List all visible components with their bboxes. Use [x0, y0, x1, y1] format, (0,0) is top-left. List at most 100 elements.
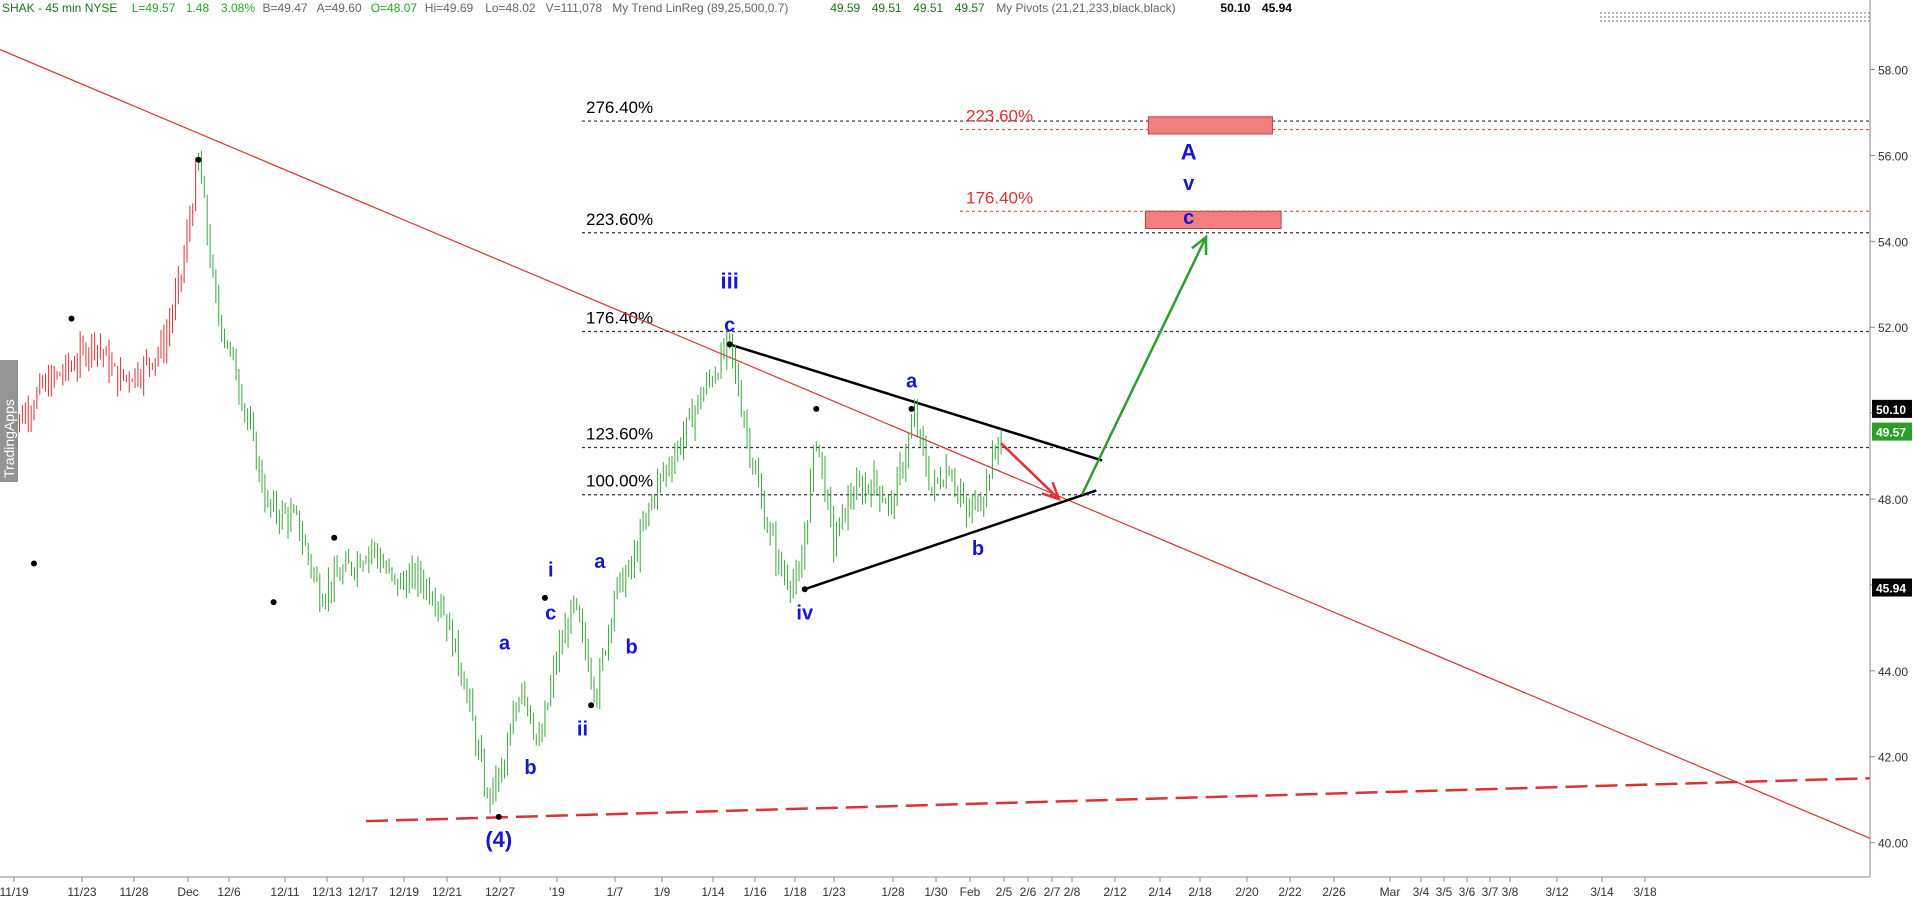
wave-label: a — [906, 370, 918, 392]
x-tick-label: Dec — [177, 885, 198, 899]
fib-red-level-label: 223.60% — [966, 107, 1033, 126]
resistance-trendline — [0, 48, 1871, 839]
trendline-layer — [0, 48, 1871, 839]
x-tick-label: 2/14 — [1148, 885, 1172, 899]
pivot-dot — [801, 586, 808, 593]
y-tick-label: 44.00 — [1878, 665, 1908, 679]
pivot-low-badge: 45.94 — [1876, 582, 1906, 596]
wave-label: c — [545, 602, 556, 624]
wave-label: b — [524, 757, 536, 779]
x-tick-label: 12/27 — [485, 885, 515, 899]
header-item: My Trend LinReg (89,25,500,0.7) — [612, 1, 788, 15]
x-tick-label: 1/18 — [783, 885, 807, 899]
pivot-dot — [270, 599, 277, 606]
red-arrow — [1000, 442, 1060, 500]
wave-label: iv — [796, 602, 814, 624]
pivot-dot — [495, 813, 502, 820]
support-trendline-dashed — [365, 776, 1871, 823]
x-tick-label: 12/17 — [348, 885, 378, 899]
grid-layer — [1600, 12, 1870, 22]
x-tick-label: 3/8 — [1502, 885, 1519, 899]
header-item: Lo=48.02 — [485, 1, 536, 15]
pivot-dot — [726, 341, 733, 348]
x-tick-label: 3/6 — [1459, 885, 1476, 899]
x-tick-label: 12/19 — [389, 885, 419, 899]
header-item: 50.10 — [1220, 1, 1250, 15]
pivot-dot — [30, 560, 37, 567]
y-tick-label: 54.00 — [1878, 235, 1908, 249]
fib-red-level-label: 176.40% — [966, 188, 1033, 207]
x-tick-label: 1/23 — [822, 885, 846, 899]
y-tick-label: 48.00 — [1878, 493, 1908, 507]
fib-level-label: 123.60% — [586, 425, 653, 444]
target-zone-box — [1144, 210, 1282, 229]
wave-label: (4) — [485, 827, 512, 852]
header-item: 49.51 — [913, 1, 943, 15]
pivot-dot — [68, 315, 75, 322]
header-item: 49.59 — [830, 1, 860, 15]
header-item: B=49.47 — [263, 1, 308, 15]
y-tick-label: 58.00 — [1878, 64, 1908, 78]
pivot-dot — [541, 594, 548, 601]
y-tick-label: 52.00 — [1878, 321, 1908, 335]
x-tick-label: 2/5 — [996, 885, 1013, 899]
wave-label: b — [625, 637, 637, 659]
wave-label: c — [724, 315, 735, 337]
red-arrow-head — [1041, 481, 1061, 502]
x-tick-label: 2/6 — [1020, 885, 1037, 899]
header-item: 1.48 — [186, 1, 210, 15]
fib-level-label: 100.00% — [586, 472, 653, 491]
x-tick-label: 1/7 — [607, 885, 624, 899]
wave-label: iii — [721, 269, 739, 294]
pivot-dot — [331, 534, 338, 541]
x-tick-label: 12/11 — [270, 885, 299, 899]
price-bars-layer — [7, 150, 1002, 814]
x-tick-label: '19 — [549, 885, 565, 899]
x-tick-label: 11/23 — [67, 885, 96, 899]
x-tick-label: 3/4 — [1413, 885, 1430, 899]
wave-label: a — [594, 551, 606, 573]
header-layer: SHAK - 45 min NYSE L=49.57 1.48 3.08% B=49.4… — [2, 1, 1292, 15]
wave-label: i — [548, 559, 554, 581]
target-box-layer — [1144, 116, 1282, 229]
wave-label: c — [1183, 207, 1194, 229]
pivot-low-badge-bg — [1872, 578, 1912, 597]
header-item: 49.57 — [955, 1, 985, 15]
header-item: 49.51 — [872, 1, 902, 15]
x-tick-label: 1/14 — [701, 885, 725, 899]
x-tick-label: Feb — [960, 885, 981, 899]
x-tick-label: 3/14 — [1590, 885, 1614, 899]
triangle-upper-line — [729, 343, 1103, 462]
triangle-lower-line — [804, 489, 1097, 591]
pivot-dot — [588, 702, 595, 709]
last-price-badge-bg — [1872, 422, 1912, 441]
x-tick-label: 12/6 — [217, 885, 241, 899]
pivot-dot — [908, 405, 915, 412]
x-tick-label: 2/22 — [1278, 885, 1302, 899]
x-tick-label: 2/18 — [1188, 885, 1212, 899]
x-tick-label: 1/28 — [881, 885, 905, 899]
annotation-layer — [30, 156, 1208, 820]
pivot-high-badge: 50.10 — [1876, 403, 1906, 417]
x-tick-label: 1/30 — [924, 885, 948, 899]
target-zone-box — [1147, 116, 1273, 135]
pivot-dot — [813, 405, 820, 412]
x-tick-label: 11/19 — [0, 885, 29, 899]
watermark-bg — [0, 360, 18, 482]
pivot-high-badge-bg — [1872, 399, 1912, 418]
header-item: Hi=49.69 — [425, 1, 474, 15]
pivot-dot — [195, 156, 202, 163]
x-tick-label: 11/28 — [119, 885, 148, 899]
wave-label: b — [972, 538, 984, 560]
fib-level-label: 176.40% — [586, 309, 653, 328]
green-arrow-head — [1191, 234, 1208, 256]
header-item: O=48.07 — [371, 1, 418, 15]
x-tick-label: 1/16 — [743, 885, 767, 899]
wave-label: ii — [577, 718, 588, 740]
y-tick-label: 42.00 — [1878, 751, 1908, 765]
header-item: 45.94 — [1262, 1, 1292, 15]
x-tick-label: 2/12 — [1103, 885, 1127, 899]
fib-level-label: 276.40% — [586, 98, 653, 117]
